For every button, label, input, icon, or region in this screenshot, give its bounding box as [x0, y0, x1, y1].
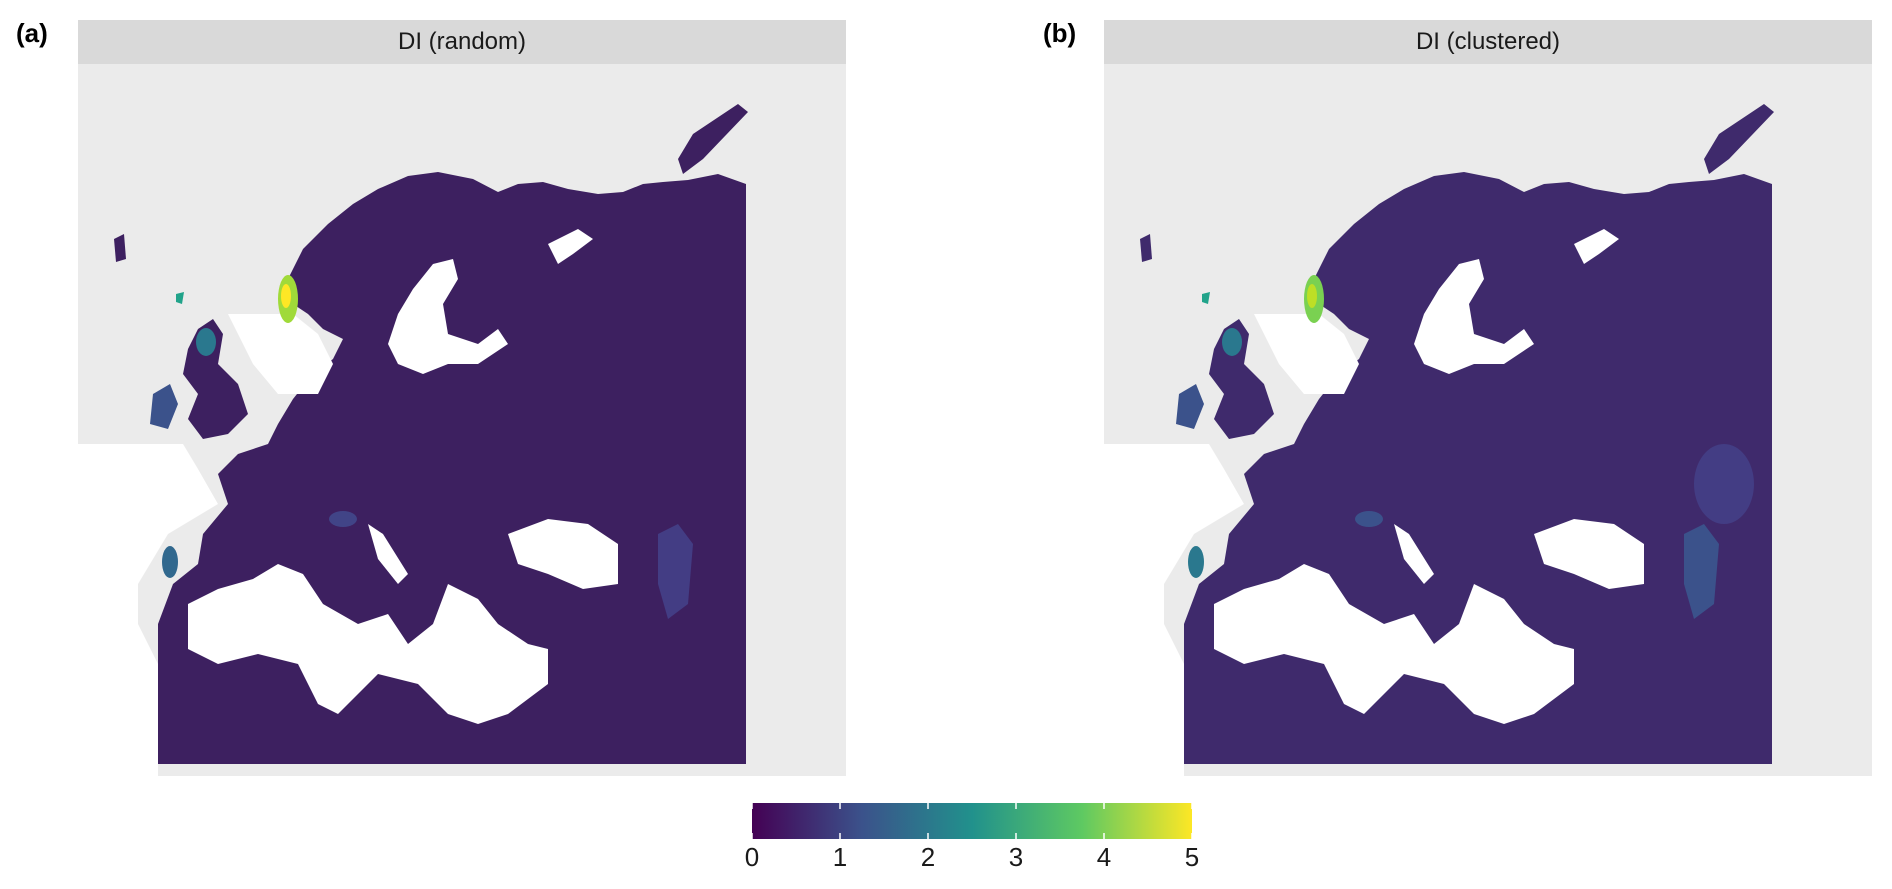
atlantic-west: [78, 444, 218, 776]
legend-tick-3: 3: [1008, 842, 1024, 872]
scotland-hotspot: [196, 328, 216, 356]
novaya-zemlya: [1704, 104, 1774, 174]
white-sea: [548, 229, 593, 264]
map-a-hotspots: [162, 275, 357, 578]
east-hotspot: [1694, 444, 1754, 524]
map-a-water: [78, 229, 693, 776]
alps-hotspot: [1355, 511, 1383, 527]
legend-tick-5: 5: [1184, 842, 1200, 872]
map-b-water: [1104, 229, 1719, 776]
alps-hotspot: [329, 511, 357, 527]
map-b-hotspots: [1188, 275, 1754, 578]
norway-hotspot-core: [281, 284, 291, 308]
small-island: [114, 234, 126, 262]
color-legend: [752, 803, 1192, 839]
legend-tick-2: 2: [920, 842, 936, 872]
ireland: [1176, 384, 1204, 429]
faroe: [1202, 292, 1210, 304]
legend-tick-0: 0: [744, 842, 760, 872]
facet-a-title: DI (random): [78, 20, 846, 64]
adriatic-sea: [1394, 524, 1434, 584]
legend-tick-4: 4: [1096, 842, 1112, 872]
legend-tick-1: 1: [832, 842, 848, 872]
faroe: [176, 292, 184, 304]
north-sea: [1254, 314, 1359, 394]
britain: [1209, 319, 1274, 439]
iberia-hotspot: [162, 546, 178, 578]
legend-tick-marks: [752, 803, 1192, 839]
black-sea: [508, 519, 618, 589]
black-sea: [1534, 519, 1644, 589]
small-island: [1140, 234, 1152, 262]
white-sea: [1574, 229, 1619, 264]
map-b: [1104, 104, 1774, 776]
facet-a: DI (random): [78, 20, 846, 776]
adriatic-sea: [368, 524, 408, 584]
caspian-shape: [658, 524, 693, 619]
facet-b-title: DI (clustered): [1104, 20, 1872, 64]
facet-b: DI (clustered): [1104, 20, 1872, 776]
baltic-sea: [388, 259, 508, 374]
scotland-hotspot: [1222, 328, 1242, 356]
panel-a-tag: (a): [16, 18, 48, 48]
legend-tick-labels: 0 1 2 3 4 5: [745, 842, 1199, 872]
mediterranean-sea: [188, 564, 548, 724]
legend-colorbar: [752, 803, 1192, 839]
norway-hotspot-core: [1307, 284, 1317, 308]
north-sea: [228, 314, 333, 394]
panel-b-tag: (b): [1043, 18, 1077, 48]
novaya-zemlya: [678, 104, 748, 174]
caspian-shape: [1684, 524, 1719, 619]
mediterranean-sea: [1214, 564, 1574, 724]
atlantic-west: [1104, 444, 1244, 776]
baltic-sea: [1414, 259, 1534, 374]
britain: [183, 319, 248, 439]
iberia-hotspot: [1188, 546, 1204, 578]
ireland: [150, 384, 178, 429]
map-a: [78, 104, 748, 776]
